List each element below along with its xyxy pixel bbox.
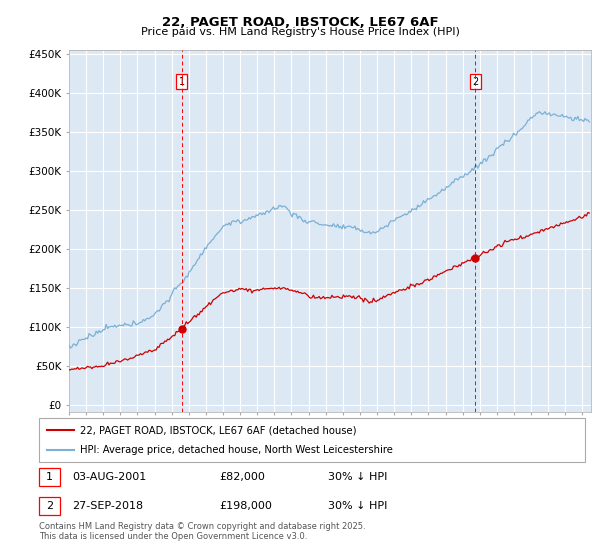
Text: 22, PAGET ROAD, IBSTOCK, LE67 6AF (detached house): 22, PAGET ROAD, IBSTOCK, LE67 6AF (detac… (80, 425, 356, 435)
Text: HPI: Average price, detached house, North West Leicestershire: HPI: Average price, detached house, Nort… (80, 445, 393, 455)
Text: 27-SEP-2018: 27-SEP-2018 (72, 501, 143, 511)
Text: Price paid vs. HM Land Registry's House Price Index (HPI): Price paid vs. HM Land Registry's House … (140, 27, 460, 38)
FancyBboxPatch shape (39, 468, 60, 486)
Text: 2: 2 (46, 501, 53, 511)
Text: 03-AUG-2001: 03-AUG-2001 (72, 472, 146, 482)
FancyBboxPatch shape (39, 497, 60, 515)
FancyBboxPatch shape (39, 418, 585, 462)
Text: 30% ↓ HPI: 30% ↓ HPI (328, 472, 388, 482)
Text: £198,000: £198,000 (219, 501, 272, 511)
Text: £82,000: £82,000 (219, 472, 265, 482)
Text: 22, PAGET ROAD, IBSTOCK, LE67 6AF: 22, PAGET ROAD, IBSTOCK, LE67 6AF (161, 16, 439, 29)
Text: 1: 1 (46, 472, 53, 482)
Text: Contains HM Land Registry data © Crown copyright and database right 2025.
This d: Contains HM Land Registry data © Crown c… (39, 522, 365, 542)
Text: 30% ↓ HPI: 30% ↓ HPI (328, 501, 388, 511)
Text: 1: 1 (179, 77, 185, 87)
Text: 2: 2 (472, 77, 478, 87)
